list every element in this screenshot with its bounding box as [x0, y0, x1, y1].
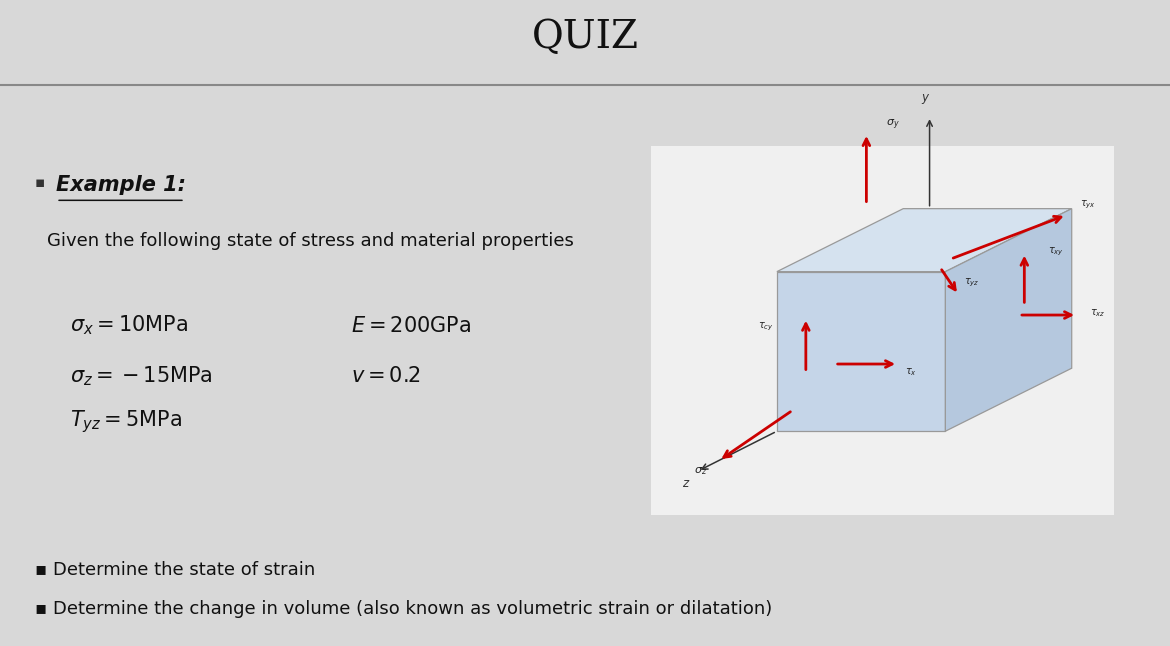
Text: y: y [921, 90, 928, 103]
Text: $\tau_{yz}$: $\tau_{yz}$ [964, 276, 979, 289]
Text: Example 1:: Example 1: [56, 175, 186, 195]
Text: $\tau_{cy}$: $\tau_{cy}$ [758, 320, 775, 333]
Text: $T_{yz} = 5\mathrm{MPa}$: $T_{yz} = 5\mathrm{MPa}$ [70, 408, 183, 435]
Text: QUIZ: QUIZ [531, 19, 639, 56]
Text: $\sigma_y$: $\sigma_y$ [886, 118, 900, 132]
Text: $\tau_{xz}$: $\tau_{xz}$ [1090, 307, 1106, 319]
Text: $\tau_{yx}$: $\tau_{yx}$ [1080, 199, 1095, 211]
FancyBboxPatch shape [651, 145, 1114, 516]
Text: $v =0.2$: $v =0.2$ [351, 366, 421, 386]
Text: ▪ Determine the change in volume (also known as volumetric strain or dilatation): ▪ Determine the change in volume (also k… [35, 601, 772, 618]
Polygon shape [777, 271, 945, 432]
Text: $\sigma_z$: $\sigma_z$ [694, 465, 707, 477]
Text: z: z [682, 477, 688, 490]
Text: $\sigma_z = -15\mathrm{MPa}$: $\sigma_z = -15\mathrm{MPa}$ [70, 364, 213, 388]
Text: $E = 200\mathrm{GPa}$: $E = 200\mathrm{GPa}$ [351, 316, 472, 336]
Text: Given the following state of stress and material properties: Given the following state of stress and … [47, 233, 573, 251]
Text: ▪ Determine the state of strain: ▪ Determine the state of strain [35, 561, 316, 579]
Polygon shape [945, 209, 1072, 432]
Text: $\tau_{xy}$: $\tau_{xy}$ [1048, 245, 1064, 258]
Polygon shape [777, 209, 1072, 271]
Text: ▪: ▪ [35, 175, 46, 190]
Text: $\tau_x$: $\tau_x$ [906, 366, 917, 379]
Text: $\sigma_x = 10\mathrm{MPa}$: $\sigma_x = 10\mathrm{MPa}$ [70, 314, 188, 337]
